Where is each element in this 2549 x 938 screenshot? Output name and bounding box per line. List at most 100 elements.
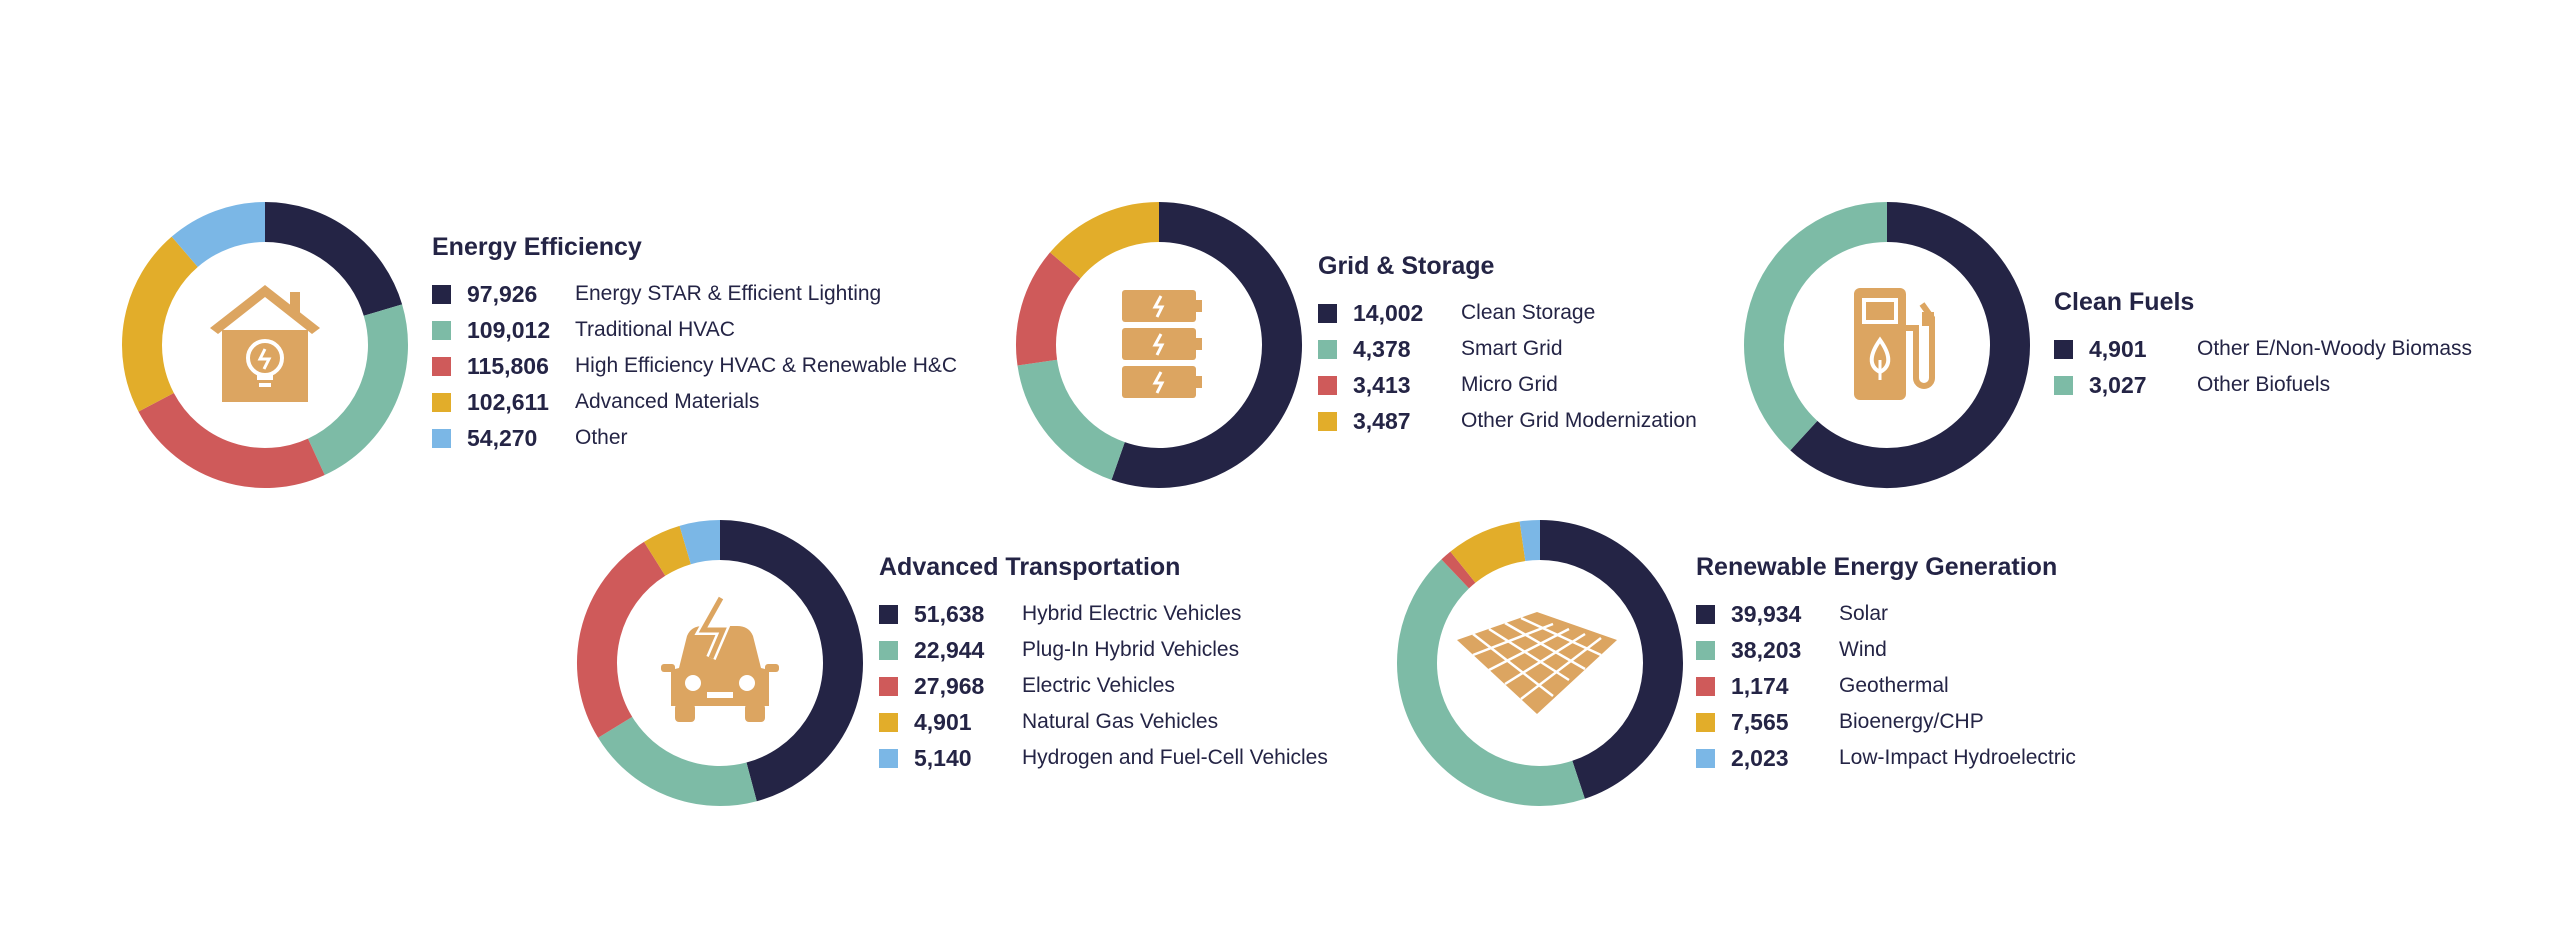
legend-value: 3,027: [2089, 371, 2147, 398]
legend-item-natural-gas-vehicles: 4,901 Natural Gas Vehicles: [879, 704, 1328, 740]
donut-segment-hybrid-electric-vehicles: [719, 520, 863, 802]
chart-title: Energy Efficiency: [432, 233, 642, 261]
legend-swatch: [879, 604, 898, 624]
legend-value: 51,638: [914, 600, 985, 627]
grid-storage-legend: Grid & Storage 14,002 Clean Storage 4,378 S…: [1318, 252, 1697, 439]
legend-value: 14,002: [1353, 299, 1424, 326]
legend-label: Wind: [1839, 638, 1887, 661]
solar-panel-icon: [1457, 612, 1617, 714]
donut-segment-smart-grid: [1017, 359, 1126, 480]
legend-value: 102,611: [467, 388, 549, 415]
legend-item-energy-star-efficient-lighting: 97,926 Energy STAR & Efficient Lighting: [432, 276, 957, 312]
donut-segment-geothermal: [1441, 551, 1476, 589]
legend-label: Hydrogen and Fuel-Cell Vehicles: [1022, 746, 1328, 769]
legend-item-plug-in-hybrid-vehicles: 22,944 Plug-In Hybrid Vehicles: [879, 632, 1328, 668]
donut-segment-hydrogen-and-fuel-cell-vehicles: [679, 520, 721, 565]
legend-label: Natural Gas Vehicles: [1022, 710, 1219, 733]
legend-swatch: [1318, 375, 1337, 395]
legend-value: 3,487: [1353, 407, 1411, 434]
donut-segment-electric-vehicles: [577, 541, 666, 738]
renewable-energy-legend: Renewable Energy Generation 39,934 Solar 3…: [1696, 553, 2076, 776]
energy-efficiency-legend: Energy Efficiency 97,926 Energy STAR & Ef…: [432, 233, 957, 456]
legend-label: Smart Grid: [1461, 337, 1563, 360]
donut-segment-natural-gas-vehicles: [644, 525, 692, 577]
donut-segment-bioenergy-chp: [1450, 521, 1526, 584]
legend-swatch: [1318, 411, 1337, 431]
chart-title: Advanced Transportation: [879, 553, 1181, 581]
donut-segment-advanced-materials: [122, 236, 199, 412]
legend-value: 39,934: [1731, 600, 1802, 627]
legend-swatch: [1696, 676, 1715, 696]
legend-label: Bioenergy/CHP: [1839, 710, 1984, 733]
legend-swatch: [1696, 604, 1715, 624]
legend-swatch: [1696, 640, 1715, 660]
legend-swatch: [879, 748, 898, 768]
donut-segments: [1744, 202, 2030, 488]
chart-title: Renewable Energy Generation: [1696, 553, 2058, 581]
legend-item-low-impact-hydroelectric: 2,023 Low-Impact Hydroelectric: [1696, 740, 2076, 776]
legend-item-other-e-non-woody-biomass: 4,901 Other E/Non-Woody Biomass: [2054, 331, 2472, 367]
legend-label: Other E/Non-Woody Biomass: [2197, 337, 2473, 360]
legend-label: Hybrid Electric Vehicles: [1022, 602, 1242, 625]
advanced-transportation-donut: [575, 518, 865, 808]
renewable-energy-donut: [1395, 518, 1685, 808]
grid-storage-donut: [1014, 200, 1304, 490]
clean-fuels-donut: [1742, 200, 2032, 490]
donut-segments: [1397, 520, 1683, 806]
donut-segment-micro-grid: [1016, 252, 1081, 366]
legend-label: Low-Impact Hydroelectric: [1839, 746, 2076, 769]
donut-segment-high-efficiency-hvac-renewable-h-c: [138, 392, 325, 488]
legend-value: 4,901: [2089, 335, 2147, 362]
legend-swatch: [432, 320, 451, 340]
legend-swatch: [432, 284, 451, 304]
legend-item-other-grid-modernization: 3,487 Other Grid Modernization: [1318, 403, 1697, 439]
legend-swatch: [879, 712, 898, 732]
legend-swatch: [1318, 339, 1337, 359]
donut-segment-low-impact-hydroelectric: [1519, 520, 1541, 562]
legend-swatch: [879, 640, 898, 660]
legend-swatch: [879, 676, 898, 696]
legend-item-wind: 38,203 Wind: [1696, 632, 2076, 668]
donut-segment-other: [171, 202, 266, 268]
legend-label: Advanced Materials: [575, 390, 760, 413]
legend-item-hydrogen-and-fuel-cell-vehicles: 5,140 Hydrogen and Fuel-Cell Vehicles: [879, 740, 1328, 776]
legend-swatch: [1318, 303, 1337, 323]
house-lightbulb-icon: [210, 285, 320, 402]
legend-item-advanced-materials: 102,611 Advanced Materials: [432, 384, 957, 420]
legend-label: Other Biofuels: [2197, 373, 2331, 396]
legend-label: Clean Storage: [1461, 301, 1596, 324]
legend-value: 1,174: [1731, 672, 1789, 699]
donut-segment-wind: [1397, 559, 1585, 806]
legend-item-micro-grid: 3,413 Micro Grid: [1318, 367, 1697, 403]
legend-value: 115,806: [467, 352, 549, 379]
donut-segment-plug-in-hybrid-vehicles: [598, 716, 757, 806]
legend-label: Other: [575, 426, 628, 449]
legend-item-solar: 39,934 Solar: [1696, 596, 2076, 632]
legend-swatch: [432, 356, 451, 376]
legend-label: Electric Vehicles: [1022, 674, 1175, 697]
donut-segment-clean-storage: [1111, 202, 1302, 488]
legend-label: Traditional HVAC: [575, 318, 735, 341]
legend-swatch: [432, 428, 451, 448]
legend-value: 38,203: [1731, 636, 1802, 663]
electric-car-icon: [661, 595, 779, 722]
donut-segment-energy-star-efficient-lighting: [264, 202, 403, 317]
legend-value: 5,140: [914, 744, 972, 771]
legend-label: High Efficiency HVAC & Renewable H&C: [575, 354, 958, 377]
legend-label: Micro Grid: [1461, 373, 1558, 396]
donut-segment-other-biofuels: [1744, 202, 1888, 451]
legend-item-other: 54,270 Other: [432, 420, 957, 456]
fuel-pump-icon: [1854, 288, 1935, 400]
legend-item-high-efficiency-hvac-renewable-h-c: 115,806 High Efficiency HVAC & Renewable …: [432, 348, 957, 384]
legend-value: 3,413: [1353, 371, 1411, 398]
legend-swatch: [1696, 712, 1715, 732]
donut-segments: [122, 202, 408, 488]
donut-segment-traditional-hvac: [307, 304, 408, 475]
donut-segments: [1016, 202, 1302, 488]
advanced-transportation-legend: Advanced Transportation 51,638 Hybrid Ele…: [879, 553, 1328, 776]
legend-swatch: [432, 392, 451, 412]
donut-segment-other-e-non-woody-biomass: [1790, 202, 2030, 488]
legend-value: 97,926: [467, 280, 538, 307]
legend-item-bioenergy-chp: 7,565 Bioenergy/CHP: [1696, 704, 2076, 740]
clean-fuels-legend: Clean Fuels 4,901 Other E/Non-Woody Bioma…: [2054, 288, 2472, 403]
